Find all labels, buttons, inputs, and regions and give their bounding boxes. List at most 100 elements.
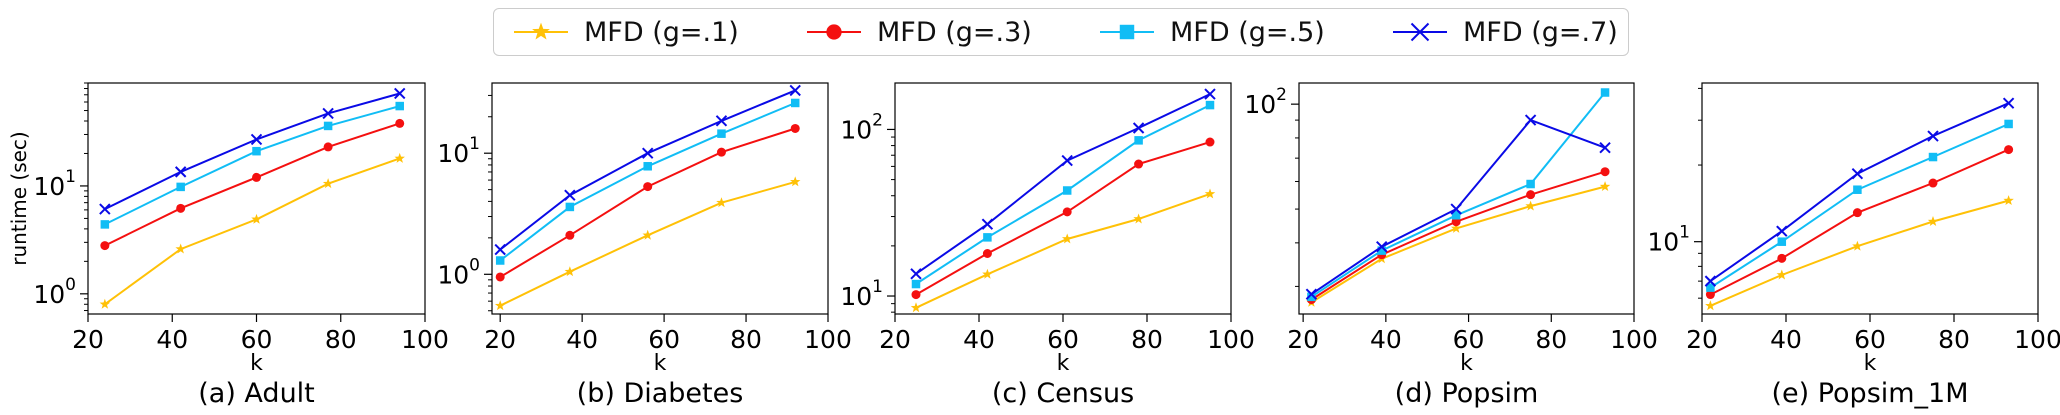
data-point — [2003, 195, 2014, 206]
x-tick-label: 40 — [1770, 325, 1802, 354]
x-axis-label: k — [1057, 351, 1070, 376]
x-axis-label: k — [1864, 351, 1877, 376]
series-line — [1310, 91, 1606, 298]
legend: MFD (g=.1) MFD (g=.3) MFD (g=.5) MFD (g=… — [493, 8, 1629, 56]
y-tick-label: 101 — [437, 134, 480, 168]
series-line — [104, 157, 401, 306]
x-tick-label: 80 — [1131, 325, 1163, 354]
data-point — [394, 87, 406, 100]
x-tick-label: 60 — [241, 325, 273, 354]
data-point — [1450, 203, 1462, 215]
series-g5 — [495, 98, 800, 265]
data-point — [643, 162, 652, 171]
data-point — [1451, 211, 1461, 220]
data-point — [1853, 185, 1862, 194]
data-point — [1852, 208, 1862, 218]
data-point — [1928, 152, 1938, 162]
subplot-4: 102 20 40 60 80 100 k(d) Popsim — [1244, 82, 1658, 409]
data-point — [1133, 213, 1144, 224]
data-point — [1061, 233, 1073, 244]
data-point — [910, 268, 922, 280]
data-point — [495, 272, 505, 282]
data-point — [1376, 240, 1388, 253]
y-tick-label: 101 — [840, 277, 883, 311]
data-point — [1705, 290, 1715, 300]
x-tick-label: 20 — [879, 325, 911, 354]
legend-marker — [1119, 24, 1135, 40]
data-point — [1377, 246, 1386, 255]
data-point — [643, 182, 653, 192]
x-axis-label: k — [1460, 351, 1473, 376]
data-point — [1705, 300, 1716, 311]
series-line — [499, 180, 796, 307]
data-point — [1062, 186, 1072, 195]
data-point — [911, 279, 921, 289]
x-axis-label: k — [250, 351, 263, 376]
data-point — [322, 107, 334, 120]
series-g5 — [1307, 88, 1610, 302]
y-tick-label: 102 — [840, 110, 883, 144]
data-point — [1706, 283, 1715, 292]
data-point — [2004, 145, 2014, 155]
series-g3 — [1705, 145, 2014, 300]
series-g5 — [1706, 119, 2013, 292]
x-tick-label: 80 — [325, 325, 357, 354]
x-tick-label: 60 — [1453, 325, 1485, 354]
plot-frame — [1701, 82, 2039, 315]
subplot-title: (b) Diabetes — [577, 378, 744, 409]
legend-square-icon — [1100, 24, 1154, 40]
legend-marker — [826, 24, 842, 40]
legend-star-icon — [514, 22, 568, 40]
y-axis-label: runtime (sec) — [7, 131, 31, 265]
data-point — [250, 133, 263, 146]
y-tick-label: 100 — [437, 255, 480, 289]
data-point — [1599, 141, 1611, 154]
data-point — [1776, 225, 1788, 237]
y-tick-label: 102 — [1244, 85, 1287, 119]
data-point — [1526, 179, 1535, 189]
data-point — [565, 230, 575, 240]
series-g5 — [100, 101, 404, 229]
legend-marker — [532, 22, 550, 40]
data-point — [1204, 88, 1216, 100]
x-tick-label: 20 — [72, 325, 104, 354]
x-tick-label: 100 — [1207, 325, 1255, 354]
data-point — [983, 233, 992, 242]
x-tick-label: 60 — [1854, 325, 1886, 354]
data-point — [1928, 178, 1938, 188]
plot-frame — [87, 82, 426, 315]
data-point — [323, 121, 333, 131]
series-g7 — [494, 84, 801, 256]
data-point — [494, 300, 506, 311]
data-point — [495, 256, 505, 265]
legend-label-g7: MFD (g=.7) — [1463, 16, 1618, 48]
data-point — [1599, 181, 1611, 192]
series-g1 — [1306, 181, 1611, 307]
data-point — [395, 101, 404, 111]
data-point — [1524, 114, 1537, 126]
data-point — [1600, 88, 1610, 97]
x-tick-label: 80 — [1938, 325, 1970, 354]
data-point — [1305, 288, 1318, 300]
legend-label-g5: MFD (g=.5) — [1170, 16, 1325, 48]
data-point — [100, 241, 110, 251]
legend-item-g1: MFD (g=.1) — [512, 9, 739, 55]
x-tick-label: 100 — [804, 325, 852, 354]
x-tick-label: 40 — [566, 325, 598, 354]
data-point — [789, 84, 801, 97]
y-tick-label: 101 — [33, 167, 76, 201]
data-point — [1134, 159, 1144, 169]
x-tick-label: 20 — [484, 325, 516, 354]
plot-frame — [1298, 82, 1635, 315]
data-point — [1205, 100, 1215, 110]
data-point — [99, 298, 111, 309]
data-point — [174, 166, 187, 178]
data-point — [100, 220, 110, 229]
data-point — [1776, 269, 1788, 280]
data-point — [789, 176, 801, 187]
data-point — [1204, 188, 1216, 199]
data-point — [716, 147, 726, 157]
series-g1 — [1705, 195, 2014, 311]
data-point — [790, 98, 800, 108]
